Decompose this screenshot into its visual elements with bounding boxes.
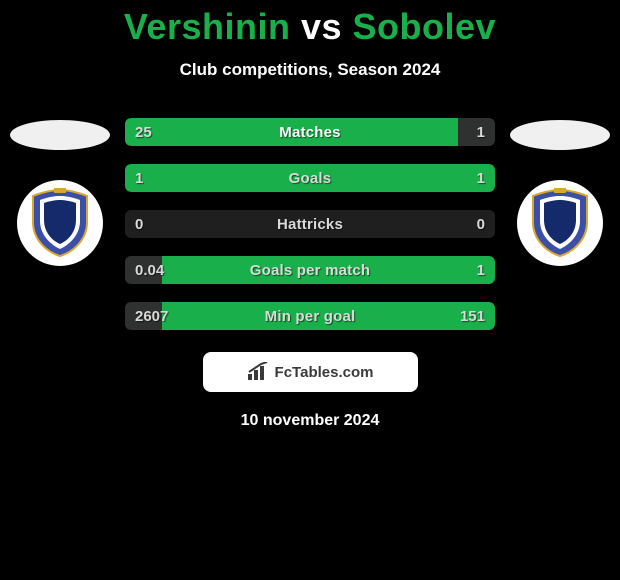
player1-club-crest	[17, 180, 103, 266]
player1-name: Vershinin	[124, 6, 291, 47]
bar-label: Goals per match	[125, 256, 495, 284]
player1-photo-placeholder	[10, 120, 110, 150]
date-text: 10 november 2024	[0, 412, 620, 430]
bar-label: Goals	[125, 164, 495, 192]
stat-bars: 251Matches 11Goals 00Hattricks 0.041Goals p…	[125, 118, 495, 330]
player2-column	[510, 118, 610, 266]
stat-bar: 11Goals	[125, 164, 495, 192]
bar-chart-icon	[247, 362, 271, 382]
main-content: 251Matches 11Goals 00Hattricks 0.041Goals p…	[0, 118, 620, 430]
shield-icon	[527, 188, 593, 258]
brand-pre: Fc	[275, 364, 293, 381]
bar-label: Matches	[125, 118, 495, 146]
brand-post: Tables.com	[292, 364, 373, 381]
subtitle: Club competitions, Season 2024	[0, 60, 620, 80]
stat-bar: 00Hattricks	[125, 210, 495, 238]
vs-text: vs	[301, 6, 342, 47]
page-root: Vershinin vs Sobolev Club competitions, …	[0, 0, 620, 580]
page-title: Vershinin vs Sobolev	[0, 6, 620, 48]
player2-club-crest	[517, 180, 603, 266]
bar-label: Min per goal	[125, 302, 495, 330]
stat-bar: 251Matches	[125, 118, 495, 146]
player1-column	[10, 118, 110, 266]
stat-bar: 2607151Min per goal	[125, 302, 495, 330]
shield-icon	[27, 188, 93, 258]
brand-text: FcTables.com	[275, 364, 374, 381]
stat-bar: 0.041Goals per match	[125, 256, 495, 284]
bar-label: Hattricks	[125, 210, 495, 238]
brand-card: FcTables.com	[203, 352, 418, 392]
player2-photo-placeholder	[510, 120, 610, 150]
player2-name: Sobolev	[353, 6, 497, 47]
